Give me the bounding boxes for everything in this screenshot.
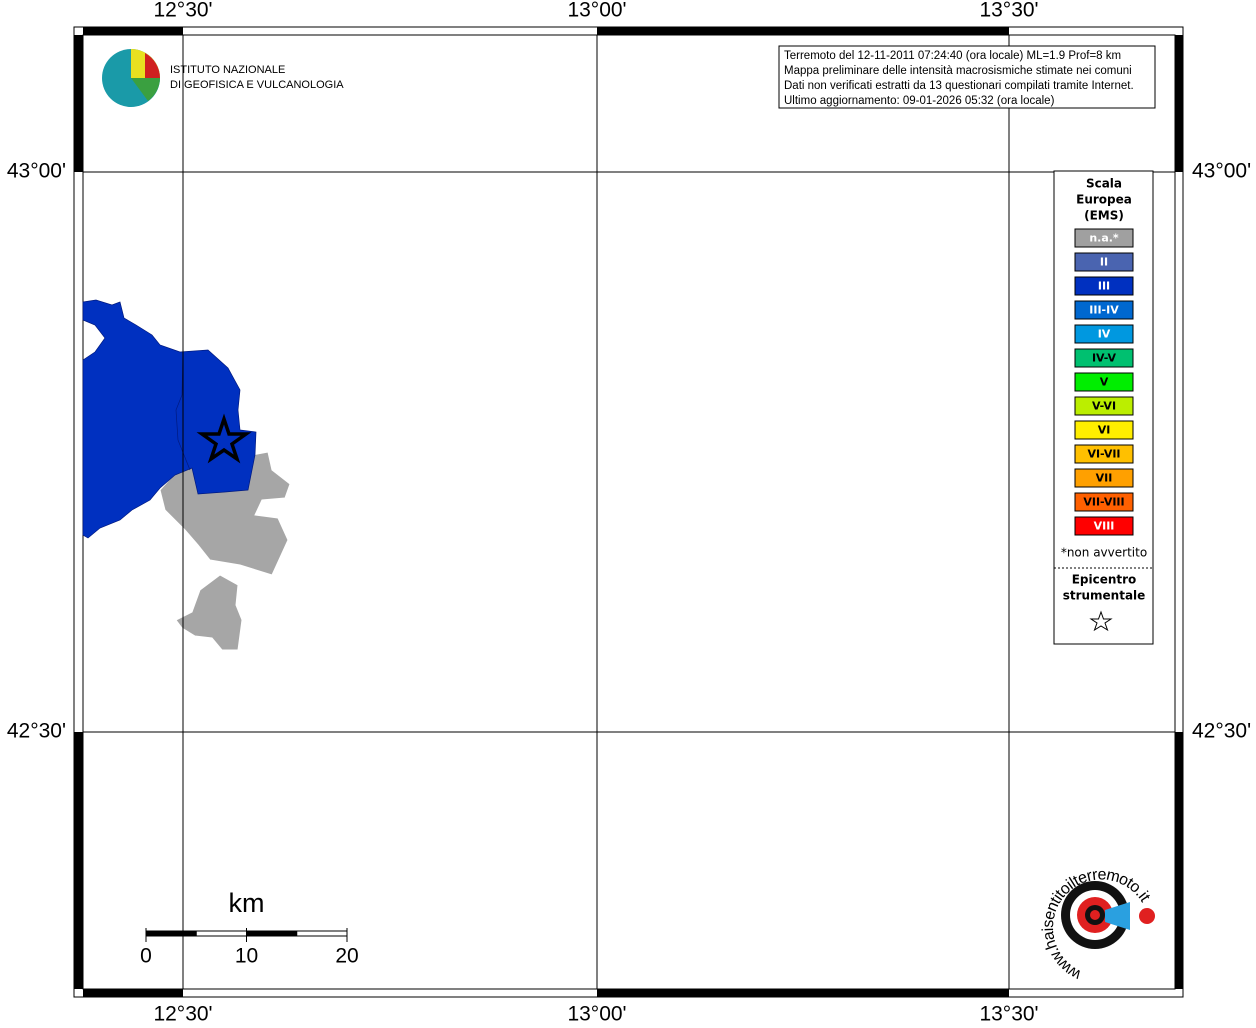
legend-swatch — [1074, 348, 1134, 368]
legend-label: VI — [1098, 424, 1111, 437]
legend-epicentre: strumentale — [1063, 589, 1146, 603]
scale-segment — [195, 930, 247, 937]
legend-label: V-VI — [1092, 400, 1116, 413]
legend-label: n.a.* — [1089, 232, 1119, 245]
logo-text: DI GEOFISICA E VULCANOLOGIA — [170, 79, 344, 91]
legend-title: Scala — [1086, 177, 1122, 191]
scale-segment — [246, 930, 298, 937]
legend-swatch — [1074, 276, 1134, 296]
legend-swatch — [1074, 492, 1134, 512]
scale-segment — [145, 930, 197, 937]
graticule — [83, 35, 1175, 989]
legend-title: (EMS) — [1084, 209, 1124, 223]
logo-text: ISTITUTO NAZIONALE — [170, 64, 285, 76]
legend-label: VIII — [1094, 520, 1115, 533]
scale-label: 20 — [335, 945, 358, 968]
legend-epicentre: Epicentro — [1072, 573, 1137, 587]
lon-label: 13°30' — [979, 0, 1038, 22]
legend-footnote: *non avvertito — [1061, 546, 1147, 560]
epicentre-star — [196, 413, 252, 464]
lon-label: 13°00' — [567, 1003, 626, 1024]
info-box — [778, 45, 1156, 109]
legend-label: III-IV — [1089, 304, 1119, 317]
lon-label: 12°30' — [153, 1003, 212, 1024]
info-line: Terremoto del 12-11-2011 07:24:40 (ora l… — [784, 50, 1121, 62]
scale-label: 10 — [235, 945, 258, 968]
legend-swatch — [1074, 444, 1134, 464]
lat-label: 42°30' — [1192, 720, 1251, 743]
lat-label: 42°30' — [7, 720, 66, 743]
scale-label: 0 — [140, 945, 152, 968]
legend-label: VI-VII — [1087, 448, 1120, 461]
legend-swatch — [1074, 324, 1134, 344]
lon-label: 13°30' — [979, 1003, 1038, 1024]
scale-segment — [296, 930, 348, 937]
frame-bars — [74, 27, 1183, 997]
info-line: Ultimo aggiornamento: 09-01-2026 05:32 (… — [784, 95, 1055, 107]
legend-label: II — [1100, 256, 1108, 269]
legend-swatch — [1074, 516, 1134, 536]
scale-unit: km — [229, 888, 265, 918]
legend-label: III — [1098, 280, 1110, 293]
legend-swatch — [1074, 228, 1134, 248]
legend-star — [1089, 610, 1113, 632]
legend-swatch — [1074, 372, 1134, 392]
ingv-logo: ISTITUTO NAZIONALE DI GEOFISICA E VULCAN… — [102, 49, 344, 107]
info-line: Mappa preliminare delle intensità macros… — [784, 65, 1132, 77]
regions — [82, 299, 291, 651]
legend-swatch — [1074, 252, 1134, 272]
legend-title: Europea — [1076, 193, 1132, 207]
lat-label: 43°00' — [7, 160, 66, 183]
info-line: Dati non verificati estratti da 13 quest… — [784, 80, 1134, 92]
legend-label: IV-V — [1092, 352, 1117, 365]
frame — [73, 26, 1184, 998]
lat-label: 43°00' — [1192, 160, 1251, 183]
legend-label: VII — [1096, 472, 1113, 485]
legend-swatch — [1074, 300, 1134, 320]
legend-swatch — [1074, 468, 1134, 488]
legend-label: V — [1100, 376, 1109, 389]
lon-label: 12°30' — [153, 0, 212, 22]
legend-swatch — [1074, 396, 1134, 416]
legend-label: IV — [1098, 328, 1111, 341]
legend-swatch — [1074, 420, 1134, 440]
legend-label: VII-VIII — [1083, 496, 1124, 509]
lon-label: 13°00' — [567, 0, 626, 22]
